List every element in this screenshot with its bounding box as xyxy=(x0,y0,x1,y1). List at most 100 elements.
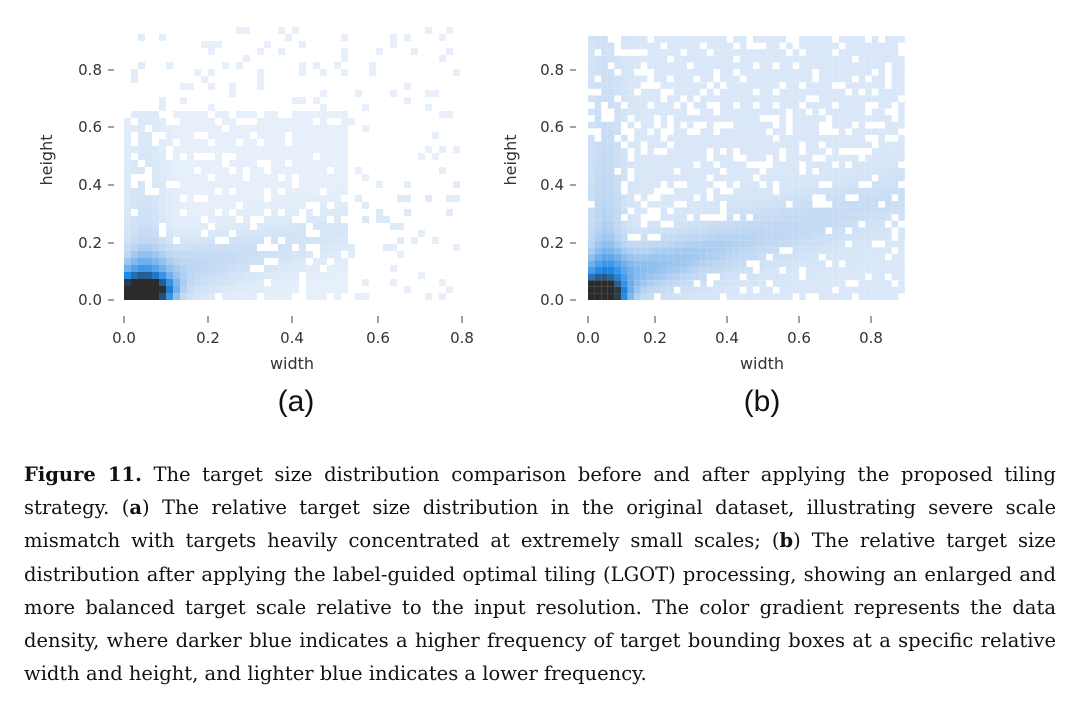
heatmap-cell xyxy=(819,267,826,274)
heatmap-cell xyxy=(278,160,285,167)
heatmap-cell xyxy=(726,88,734,96)
heatmap-cell xyxy=(720,135,727,142)
heatmap-cell xyxy=(152,202,159,209)
heatmap-cell xyxy=(700,267,707,274)
heatmap-cell xyxy=(871,214,879,221)
heatmap-cell xyxy=(145,279,152,286)
heatmap-cell xyxy=(746,267,753,274)
heatmap-cell xyxy=(621,42,628,50)
heatmap-cell xyxy=(250,111,257,118)
heatmap-cell xyxy=(852,154,859,162)
heatmap-cell xyxy=(601,49,608,56)
heatmap-cell xyxy=(700,207,707,215)
heatmap-cell xyxy=(187,125,194,132)
heatmap-cell xyxy=(607,154,615,162)
heatmap-cell xyxy=(838,286,846,294)
heatmap-cell xyxy=(654,247,661,254)
heatmap-cell xyxy=(278,202,285,209)
heatmap-cell xyxy=(871,95,879,102)
heatmap-cell xyxy=(700,280,707,287)
heatmap-cell xyxy=(341,279,348,286)
heatmap-cell xyxy=(786,42,793,50)
heatmap-cell xyxy=(885,154,892,162)
heatmap-cell xyxy=(327,174,334,181)
heatmap-cell xyxy=(208,209,215,216)
heatmap-cell xyxy=(194,174,201,181)
heatmap-cell xyxy=(152,153,159,160)
heatmap-cell xyxy=(313,146,320,153)
heatmap-cell xyxy=(700,286,707,294)
heatmap-cell xyxy=(786,82,793,89)
heatmap-cell xyxy=(885,49,892,56)
heatmap-cell xyxy=(845,69,852,76)
heatmap-cell xyxy=(673,214,681,221)
heatmap-cell xyxy=(733,121,740,129)
heatmap-cell xyxy=(786,62,793,69)
heatmap-cell xyxy=(805,62,813,69)
heatmap-cell xyxy=(594,55,602,63)
heatmap-cell xyxy=(397,237,404,244)
heatmap-cell xyxy=(720,88,727,96)
heatmap-cell xyxy=(878,135,885,142)
heatmap-cell xyxy=(614,234,621,241)
heatmap-cell xyxy=(138,125,145,132)
heatmap-cell xyxy=(446,209,453,216)
heatmap-cell xyxy=(799,253,806,261)
heatmap-cell xyxy=(390,244,397,251)
heatmap-cell xyxy=(871,234,879,241)
heatmap-cell xyxy=(845,42,852,50)
heatmap-cell xyxy=(898,121,905,129)
heatmap-cell xyxy=(673,88,681,96)
heatmap-cell xyxy=(601,280,608,287)
heatmap-cell xyxy=(898,154,905,162)
heatmap-cell xyxy=(362,125,369,132)
heatmap-cell xyxy=(166,174,173,181)
heatmap-cell xyxy=(614,55,621,63)
heatmap-cell xyxy=(187,153,194,160)
heatmap-cell xyxy=(687,247,694,254)
heatmap-cell xyxy=(390,279,397,286)
heatmap-cell xyxy=(145,251,152,258)
heatmap-cell xyxy=(647,108,654,116)
heatmap-cell xyxy=(313,62,320,69)
heatmap-cell xyxy=(898,286,905,294)
heatmap-cell xyxy=(825,280,833,287)
heatmap-cell xyxy=(700,108,707,116)
heatmap-cell xyxy=(832,168,839,175)
heatmap-cell xyxy=(759,174,767,182)
heatmap-cell xyxy=(805,75,813,83)
heatmap-cell xyxy=(673,148,681,155)
heatmap-cell xyxy=(660,234,668,241)
heatmap-cell xyxy=(898,55,905,63)
heatmap-cell xyxy=(621,227,628,234)
heatmap-cell xyxy=(858,128,866,135)
heatmap-cell xyxy=(885,161,892,168)
heatmap-cell xyxy=(832,293,839,300)
heatmap-cell xyxy=(614,273,621,281)
heatmap-cell xyxy=(891,253,899,261)
heatmap-cell xyxy=(852,286,859,294)
heatmap-cell xyxy=(166,132,173,139)
heatmap-cell xyxy=(594,82,602,89)
heatmap-cell xyxy=(627,55,635,63)
heatmap-cell xyxy=(792,95,800,102)
heatmap-cell xyxy=(138,209,145,216)
heatmap-cell xyxy=(439,34,446,41)
heatmap-cell xyxy=(832,267,839,274)
heatmap-cell xyxy=(588,36,595,43)
heatmap-cell xyxy=(292,132,299,139)
heatmap-cell xyxy=(145,258,152,265)
heatmap-cell xyxy=(891,95,899,102)
heatmap-cell xyxy=(753,247,760,254)
heatmap-cell xyxy=(594,267,602,274)
heatmap-cell xyxy=(832,194,839,201)
heatmap-cell xyxy=(432,90,439,97)
heatmap-cell xyxy=(700,234,707,241)
heatmap-cell xyxy=(720,267,727,274)
heatmap-cell xyxy=(187,230,194,237)
heatmap-cell xyxy=(891,148,899,155)
heatmap-cell xyxy=(819,187,826,195)
heatmap-cell xyxy=(187,181,194,188)
heatmap-cell xyxy=(700,187,707,195)
heatmap-cell xyxy=(292,160,299,167)
